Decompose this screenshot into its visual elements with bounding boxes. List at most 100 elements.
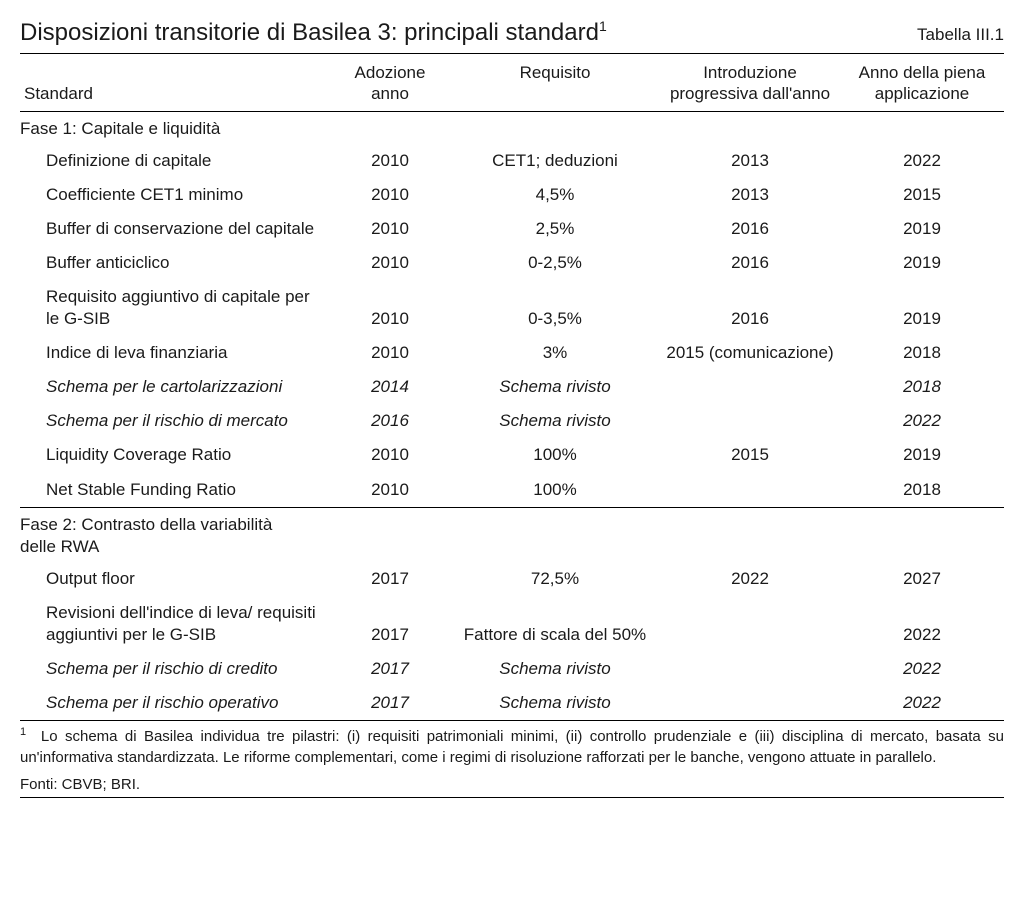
cell-standard: Requisito aggiuntivo di capitale per le … xyxy=(20,280,330,336)
cell-requirement: Schema rivisto xyxy=(450,686,660,721)
table-row: Definizione di capitale 2010 CET1; deduz… xyxy=(20,144,1004,178)
cell-requirement: Fattore di scala del 50% xyxy=(450,596,660,652)
cell-full: 2018 xyxy=(840,370,1004,404)
table-title: Disposizioni transitorie di Basilea 3: p… xyxy=(20,18,607,47)
cell-full: 2022 xyxy=(840,144,1004,178)
section-2-title-line2: delle RWA xyxy=(20,537,99,556)
table-label: Tabella III.1 xyxy=(917,25,1004,45)
table-row: Buffer anticiclico 2010 0-2,5% 2016 2019 xyxy=(20,246,1004,280)
cell-adoption: 2017 xyxy=(330,562,450,596)
cell-requirement: CET1; deduzioni xyxy=(450,144,660,178)
cell-requirement: Schema rivisto xyxy=(450,652,660,686)
cell-intro: 2016 xyxy=(660,246,840,280)
table-row: Schema per il rischio operativo 2017 Sch… xyxy=(20,686,1004,721)
cell-intro: 2015 xyxy=(660,438,840,472)
footnote-marker: 1 xyxy=(20,726,26,738)
cell-adoption: 2010 xyxy=(330,178,450,212)
basel-table: Standard Adozione anno Requisito Introdu… xyxy=(20,53,1004,721)
section-2-title-line1: Fase 2: Contrasto della variabilità xyxy=(20,515,272,534)
cell-full: 2019 xyxy=(840,212,1004,246)
section-1-header: Fase 1: Capitale e liquidità xyxy=(20,111,1004,144)
cell-adoption: 2010 xyxy=(330,336,450,370)
cell-intro xyxy=(660,473,840,508)
title-footnote-marker: 1 xyxy=(599,18,607,34)
table-row: Requisito aggiuntivo di capitale per le … xyxy=(20,280,1004,336)
cell-standard: Net Stable Funding Ratio xyxy=(20,473,330,508)
cell-full: 2018 xyxy=(840,336,1004,370)
cell-requirement: 72,5% xyxy=(450,562,660,596)
cell-requirement: 100% xyxy=(450,438,660,472)
table-row: Output floor 2017 72,5% 2022 2027 xyxy=(20,562,1004,596)
cell-full: 2019 xyxy=(840,438,1004,472)
cell-adoption: 2010 xyxy=(330,280,450,336)
cell-full: 2022 xyxy=(840,686,1004,721)
cell-intro: 2013 xyxy=(660,178,840,212)
cell-standard: Buffer anticiclico xyxy=(20,246,330,280)
cell-adoption: 2010 xyxy=(330,438,450,472)
section-1-title: Fase 1: Capitale e liquidità xyxy=(20,111,1004,144)
cell-intro: 2016 xyxy=(660,212,840,246)
cell-requirement: Schema rivisto xyxy=(450,404,660,438)
cell-adoption: 2014 xyxy=(330,370,450,404)
cell-full: 2018 xyxy=(840,473,1004,508)
cell-requirement: 0-2,5% xyxy=(450,246,660,280)
cell-requirement: 2,5% xyxy=(450,212,660,246)
section-2-header: Fase 2: Contrasto della variabilità dell… xyxy=(20,507,1004,562)
col-requirement: Requisito xyxy=(450,54,660,112)
table-row: Schema per le cartolarizzazioni 2014 Sch… xyxy=(20,370,1004,404)
cell-standard: Schema per il rischio di credito xyxy=(20,652,330,686)
cell-standard: Schema per le cartolarizzazioni xyxy=(20,370,330,404)
cell-adoption: 2010 xyxy=(330,246,450,280)
cell-full: 2022 xyxy=(840,404,1004,438)
cell-standard: Indice di leva finanziaria xyxy=(20,336,330,370)
cell-intro xyxy=(660,652,840,686)
cell-intro xyxy=(660,404,840,438)
sources: Fonti: CBVB; BRI. xyxy=(20,768,1004,798)
cell-intro xyxy=(660,370,840,404)
footnote: 1 Lo schema di Basilea individua tre pil… xyxy=(20,721,1004,768)
cell-standard: Liquidity Coverage Ratio xyxy=(20,438,330,472)
table-row: Net Stable Funding Ratio 2010 100% 2018 xyxy=(20,473,1004,508)
cell-adoption: 2017 xyxy=(330,652,450,686)
cell-requirement: 4,5% xyxy=(450,178,660,212)
cell-intro: 2016 xyxy=(660,280,840,336)
cell-adoption: 2017 xyxy=(330,686,450,721)
header-row: Disposizioni transitorie di Basilea 3: p… xyxy=(20,18,1004,53)
table-row: Coefficiente CET1 minimo 2010 4,5% 2013 … xyxy=(20,178,1004,212)
cell-full: 2022 xyxy=(840,596,1004,652)
cell-standard: Output floor xyxy=(20,562,330,596)
cell-full: 2019 xyxy=(840,280,1004,336)
cell-adoption: 2016 xyxy=(330,404,450,438)
footnote-text: Lo schema di Basilea individua tre pilas… xyxy=(20,728,1004,766)
cell-standard: Buffer di conservazione del capitale xyxy=(20,212,330,246)
cell-intro: 2015 (comunicazione) xyxy=(660,336,840,370)
table-row: Liquidity Coverage Ratio 2010 100% 2015 … xyxy=(20,438,1004,472)
cell-standard: Schema per il rischio operativo xyxy=(20,686,330,721)
cell-full: 2015 xyxy=(840,178,1004,212)
col-full-application: Anno della piena applicazione xyxy=(840,54,1004,112)
cell-standard: Schema per il rischio di mercato xyxy=(20,404,330,438)
cell-adoption: 2010 xyxy=(330,473,450,508)
cell-intro xyxy=(660,596,840,652)
cell-requirement: 100% xyxy=(450,473,660,508)
section-2-title: Fase 2: Contrasto della variabilità dell… xyxy=(20,507,1004,562)
cell-adoption: 2010 xyxy=(330,212,450,246)
col-standard: Standard xyxy=(20,54,330,112)
cell-full: 2027 xyxy=(840,562,1004,596)
cell-requirement: 3% xyxy=(450,336,660,370)
table-row: Indice di leva finanziaria 2010 3% 2015 … xyxy=(20,336,1004,370)
title-text: Disposizioni transitorie di Basilea 3: p… xyxy=(20,19,599,46)
cell-adoption: 2010 xyxy=(330,144,450,178)
table-row: Buffer di conservazione del capitale 201… xyxy=(20,212,1004,246)
cell-standard: Revisioni dell'indice di leva/ requisiti… xyxy=(20,596,330,652)
cell-standard: Coefficiente CET1 minimo xyxy=(20,178,330,212)
table-row: Schema per il rischio di mercato 2016 Sc… xyxy=(20,404,1004,438)
col-phase-in: Introduzione progressiva dall'anno xyxy=(660,54,840,112)
cell-full: 2022 xyxy=(840,652,1004,686)
cell-requirement: 0-3,5% xyxy=(450,280,660,336)
cell-intro xyxy=(660,686,840,721)
header-row-cells: Standard Adozione anno Requisito Introdu… xyxy=(20,54,1004,112)
cell-intro: 2022 xyxy=(660,562,840,596)
table-row: Revisioni dell'indice di leva/ requisiti… xyxy=(20,596,1004,652)
table-row: Schema per il rischio di credito 2017 Sc… xyxy=(20,652,1004,686)
